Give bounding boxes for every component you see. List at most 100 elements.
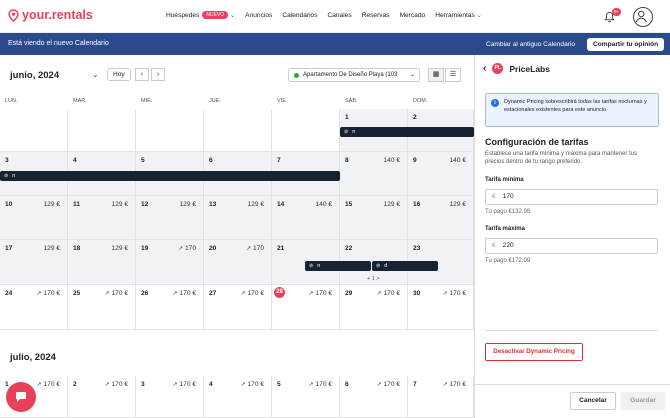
calendar-day-cell[interactable]: 29 ↗ 170 € bbox=[340, 285, 408, 330]
nav-item-mercado[interactable]: Mercado bbox=[399, 11, 426, 19]
nav-item-reservas[interactable]: Reservas bbox=[361, 11, 390, 19]
save-button[interactable]: Guardar bbox=[621, 392, 665, 410]
trend-up-icon: ↗ bbox=[240, 291, 246, 297]
calendar-day-cell[interactable]: 7 ↗ 170 € bbox=[408, 376, 474, 418]
day-number: 8 bbox=[345, 157, 349, 164]
share-feedback-button[interactable]: Compartir tu opinión bbox=[587, 38, 665, 51]
calendar-day-cell[interactable]: 11 129 € bbox=[68, 196, 136, 240]
deactivate-dynamic-pricing-button[interactable]: Desactivar Dynamic Pricing bbox=[485, 343, 583, 361]
list-view-button[interactable]: ☰ bbox=[445, 68, 461, 82]
day-price: 129 € bbox=[449, 201, 466, 208]
calendar-day-cell[interactable]: 8 140 € bbox=[340, 152, 408, 196]
day-number: 10 bbox=[5, 201, 13, 208]
price-value: 129 € bbox=[179, 201, 196, 208]
trend-up-icon: ↗ bbox=[177, 246, 183, 252]
currency-symbol: € bbox=[492, 242, 496, 249]
nav-item-calendarios[interactable]: Calendarios bbox=[282, 11, 318, 19]
month-dropdown-icon[interactable]: ⌄ bbox=[92, 70, 99, 79]
back-arrow-icon[interactable]: ‹ bbox=[483, 63, 487, 74]
booking-bar[interactable]: ⊘ n bbox=[340, 127, 474, 137]
price-value: 129 € bbox=[449, 201, 466, 208]
calendar-day-cell[interactable] bbox=[0, 109, 68, 152]
switch-old-calendar-link[interactable]: Cambiar al antiguo Calendario bbox=[486, 40, 576, 48]
app-logo[interactable]: your.rentals bbox=[8, 8, 93, 22]
max-rate-input[interactable]: €220 bbox=[485, 238, 658, 254]
calendar-day-cell[interactable]: 19 ↗ 170 bbox=[136, 240, 204, 285]
calendar-day-cell[interactable]: 30 ↗ 170 € bbox=[408, 285, 474, 330]
today-button[interactable]: Hoy bbox=[107, 68, 131, 81]
logo-text: your.rentals bbox=[22, 8, 93, 22]
day-price: 129 € bbox=[43, 201, 60, 208]
calendar-day-cell[interactable]: 24 ↗ 170 € bbox=[0, 285, 68, 330]
price-value: 170 € bbox=[383, 290, 400, 297]
price-value: 129 € bbox=[111, 201, 128, 208]
calendar-day-cell[interactable]: 12 129 € bbox=[136, 196, 204, 240]
avatar[interactable] bbox=[633, 7, 653, 27]
booking-bar[interactable]: ⊘ n bbox=[305, 261, 371, 271]
weekday-header: LUN. bbox=[5, 98, 18, 104]
chevron-down-icon: ⌄ bbox=[230, 12, 236, 19]
price-value: 129 € bbox=[383, 201, 400, 208]
calendar-day-cell[interactable] bbox=[272, 109, 340, 152]
calendar-day-cell[interactable]: 26 ↗ 170 € bbox=[136, 285, 204, 330]
calendar-day-cell[interactable]: 2 ↗ 170 € bbox=[68, 376, 136, 418]
nav-item-huespedes[interactable]: Huéspedes NUEVO ⌄ bbox=[166, 11, 236, 19]
nav-item-herramientas[interactable]: Herramientas ⌄ bbox=[435, 11, 482, 19]
calendar-day-cell[interactable]: 10 129 € bbox=[0, 196, 68, 240]
grid-view-button[interactable]: ▦ bbox=[428, 68, 444, 82]
trend-up-icon: ↗ bbox=[442, 382, 448, 388]
bell-icon[interactable] bbox=[604, 11, 615, 23]
trend-up-icon: ↗ bbox=[36, 382, 42, 388]
day-number: 1 bbox=[5, 381, 9, 388]
calendar-day-cell[interactable]: 16 129 € bbox=[408, 196, 474, 240]
booking-icon: ⊘ bbox=[309, 263, 314, 269]
july-month-title: julio, 2024 bbox=[10, 352, 56, 363]
calendar-day-cell[interactable]: 14 140 € bbox=[272, 196, 340, 240]
next-month-button[interactable]: › bbox=[151, 68, 165, 81]
property-select[interactable]: Apartamento De Diseño Playa (103 ⌄ bbox=[288, 68, 420, 82]
min-rate-input[interactable]: €170 bbox=[485, 189, 658, 205]
footer-divider bbox=[475, 384, 670, 385]
trend-up-icon: ↗ bbox=[240, 382, 246, 388]
calendar-day-cell[interactable]: 15 129 € bbox=[340, 196, 408, 240]
calendar-day-cell[interactable]: 25 ↗ 170 € bbox=[68, 285, 136, 330]
day-price: ↗ 170 € bbox=[240, 381, 264, 388]
calendar-day-cell[interactable]: 18 129 € bbox=[68, 240, 136, 285]
day-number: 2 bbox=[413, 114, 417, 121]
booking-guest-label: n bbox=[317, 263, 321, 269]
calendar-day-cell[interactable] bbox=[68, 109, 136, 152]
nav-item-canales[interactable]: Canales bbox=[327, 11, 352, 19]
calendar-day-cell[interactable]: 20 ↗ 170 bbox=[204, 240, 272, 285]
new-badge: NUEVO bbox=[202, 11, 229, 19]
booking-icon: ⊘ bbox=[344, 129, 349, 135]
rate-settings-description: Establece una tarifa mínima y máxima par… bbox=[485, 151, 638, 165]
calendar-day-cell[interactable] bbox=[204, 109, 272, 152]
chat-launcher-button[interactable] bbox=[6, 382, 36, 412]
trend-up-icon: ↗ bbox=[308, 291, 314, 297]
day-price: ↗ 170 € bbox=[308, 290, 332, 297]
booking-bar[interactable]: ⊘ n bbox=[0, 171, 340, 181]
calendar-day-cell[interactable]: 27 ↗ 170 € bbox=[204, 285, 272, 330]
panel-divider bbox=[474, 55, 475, 418]
calendar-day-cell[interactable]: 6 ↗ 170 € bbox=[340, 376, 408, 418]
cancel-button[interactable]: Cancelar bbox=[570, 392, 616, 410]
calendar-day-cell[interactable]: 28 ↗ 170 € bbox=[272, 285, 340, 330]
calendar-day-cell[interactable]: 17 129 € bbox=[0, 240, 68, 285]
day-price: 140 € bbox=[449, 157, 466, 164]
day-price: ↗ 170 € bbox=[376, 290, 400, 297]
booking-bar[interactable]: ⊘ d bbox=[372, 261, 438, 271]
trend-up-icon: ↗ bbox=[104, 382, 110, 388]
day-number: 6 bbox=[209, 157, 213, 164]
nav-item-anuncios[interactable]: Anuncios bbox=[245, 11, 273, 19]
calendar-day-cell[interactable] bbox=[136, 109, 204, 152]
calendar-day-cell[interactable]: 9 140 € bbox=[408, 152, 474, 196]
price-value: 170 € bbox=[315, 381, 332, 388]
more-bookings-link[interactable]: + 1 > bbox=[367, 276, 380, 282]
day-number: 9 bbox=[413, 157, 417, 164]
day-number: 4 bbox=[209, 381, 213, 388]
calendar-day-cell[interactable]: 4 ↗ 170 € bbox=[204, 376, 272, 418]
prev-month-button[interactable]: ‹ bbox=[135, 68, 149, 81]
calendar-day-cell[interactable]: 5 ↗ 170 € bbox=[272, 376, 340, 418]
calendar-day-cell[interactable]: 13 129 € bbox=[204, 196, 272, 240]
calendar-day-cell[interactable]: 3 ↗ 170 € bbox=[136, 376, 204, 418]
